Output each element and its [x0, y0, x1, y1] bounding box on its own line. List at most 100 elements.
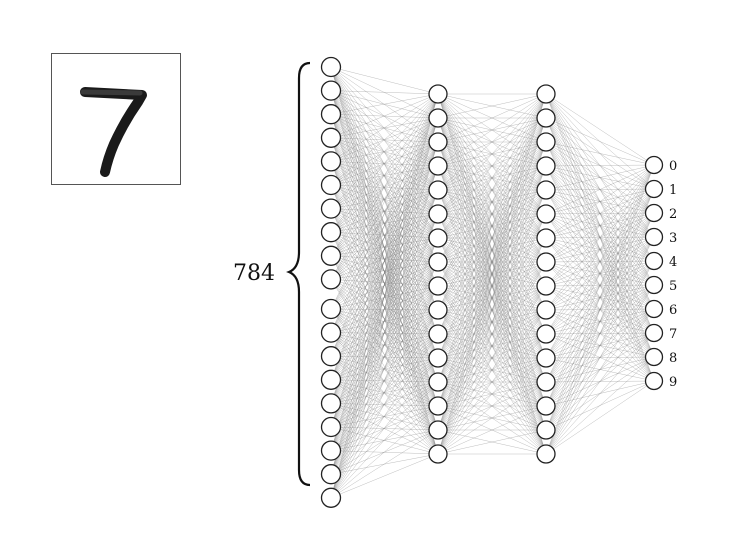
- hidden2-neuron-9: [536, 300, 556, 320]
- hidden2-neuron-2: [536, 132, 556, 152]
- output-neuron-6: [644, 299, 664, 319]
- input-neuron-6: [320, 198, 342, 219]
- connection-line: [545, 117, 655, 166]
- connection-line: [545, 164, 655, 359]
- output-label-9: 9: [669, 375, 677, 390]
- connection-line: [545, 164, 655, 263]
- connection-line: [437, 93, 547, 287]
- output-neuron-2: [644, 203, 664, 223]
- input-neuron-1: [320, 80, 342, 101]
- hidden1-neuron-5: [428, 204, 448, 224]
- connection-line: [330, 93, 439, 162]
- input-neuron-18: [320, 487, 342, 508]
- connection-line: [437, 117, 547, 455]
- output-label-0: 0: [669, 159, 677, 174]
- connection-line: [545, 164, 655, 407]
- connection-line: [545, 284, 655, 455]
- input-neuron-5: [320, 174, 342, 196]
- connection-line: [330, 93, 439, 209]
- hidden2-neuron-12: [536, 372, 556, 392]
- connection-line: [330, 381, 439, 498]
- hidden1-neuron-12: [428, 372, 448, 392]
- input-neuron-2: [320, 104, 342, 125]
- connection-line: [545, 356, 655, 455]
- hidden1-neuron-14: [428, 420, 448, 440]
- connection-line: [437, 93, 547, 431]
- connection-line: [330, 93, 439, 428]
- connection-line: [437, 93, 547, 263]
- connection-line: [437, 213, 547, 455]
- connection-line: [437, 309, 547, 455]
- connection-line: [437, 261, 547, 455]
- output-label-7: 7: [669, 327, 677, 342]
- hidden1-neuron-8: [428, 276, 448, 296]
- connection-line: [437, 93, 547, 311]
- connection-line: [330, 309, 439, 498]
- connection-line: [330, 93, 439, 310]
- connection-lines: [330, 66, 655, 499]
- connection-line: [330, 93, 439, 256]
- connection-line: [545, 164, 655, 335]
- output-label-6: 6: [669, 303, 677, 318]
- connection-line: [437, 285, 547, 455]
- connection-line: [437, 93, 547, 119]
- connection-line: [437, 405, 547, 455]
- connection-line: [330, 189, 439, 280]
- connection-line: [330, 141, 439, 498]
- hidden2-neuron-4: [536, 180, 556, 200]
- connection-line: [437, 429, 547, 455]
- connection-line: [545, 93, 655, 166]
- hidden1-neuron-2: [428, 132, 448, 152]
- hidden1-neuron-6: [428, 228, 448, 248]
- hidden2-neuron-8: [536, 276, 556, 296]
- connection-line: [330, 93, 439, 498]
- output-neuron-3: [644, 227, 664, 247]
- connection-line: [545, 212, 655, 455]
- connection-line: [437, 357, 547, 455]
- input-neuron-9: [320, 269, 342, 290]
- connection-line: [437, 237, 547, 455]
- digit-seven-glyph: [80, 87, 147, 177]
- connection-line: [437, 93, 547, 359]
- connection-line: [330, 93, 439, 404]
- hidden2-neuron-15: [536, 444, 556, 464]
- input-neuron-15: [320, 416, 342, 438]
- neuron-nodes: [320, 56, 664, 508]
- connection-line: [437, 93, 547, 191]
- connection-line: [545, 332, 655, 455]
- connection-line: [545, 188, 655, 455]
- connection-line: [437, 333, 547, 455]
- hidden2-neuron-5: [536, 204, 556, 224]
- connection-line: [330, 279, 439, 335]
- hidden1-neuron-13: [428, 396, 448, 416]
- connection-line: [330, 453, 439, 499]
- output-label-4: 4: [669, 255, 677, 270]
- hidden2-neuron-0: [536, 84, 556, 104]
- output-neuron-8: [644, 347, 664, 367]
- connection-line: [330, 237, 439, 498]
- connection-line: [545, 164, 655, 191]
- connection-line: [330, 141, 439, 280]
- connection-line: [437, 93, 547, 335]
- connection-line: [330, 90, 439, 95]
- connection-line: [330, 279, 439, 311]
- connection-line: [330, 189, 439, 498]
- hidden1-neuron-0: [428, 84, 448, 104]
- connection-line: [330, 405, 439, 498]
- hidden1-neuron-3: [428, 156, 448, 176]
- output-label-8: 8: [669, 351, 677, 366]
- hidden2-neuron-11: [536, 348, 556, 368]
- connection-line: [330, 93, 439, 357]
- connection-line: [330, 93, 439, 475]
- output-label-5: 5: [669, 279, 677, 294]
- connection-line: [330, 279, 439, 287]
- output-neuron-1: [644, 179, 664, 199]
- connection-line: [545, 164, 655, 215]
- connection-line: [330, 261, 439, 498]
- connection-line: [330, 93, 439, 186]
- connection-line: [330, 429, 439, 498]
- input-neuron-0: [320, 56, 342, 78]
- input-neuron-8: [320, 245, 342, 266]
- connection-line: [330, 93, 439, 380]
